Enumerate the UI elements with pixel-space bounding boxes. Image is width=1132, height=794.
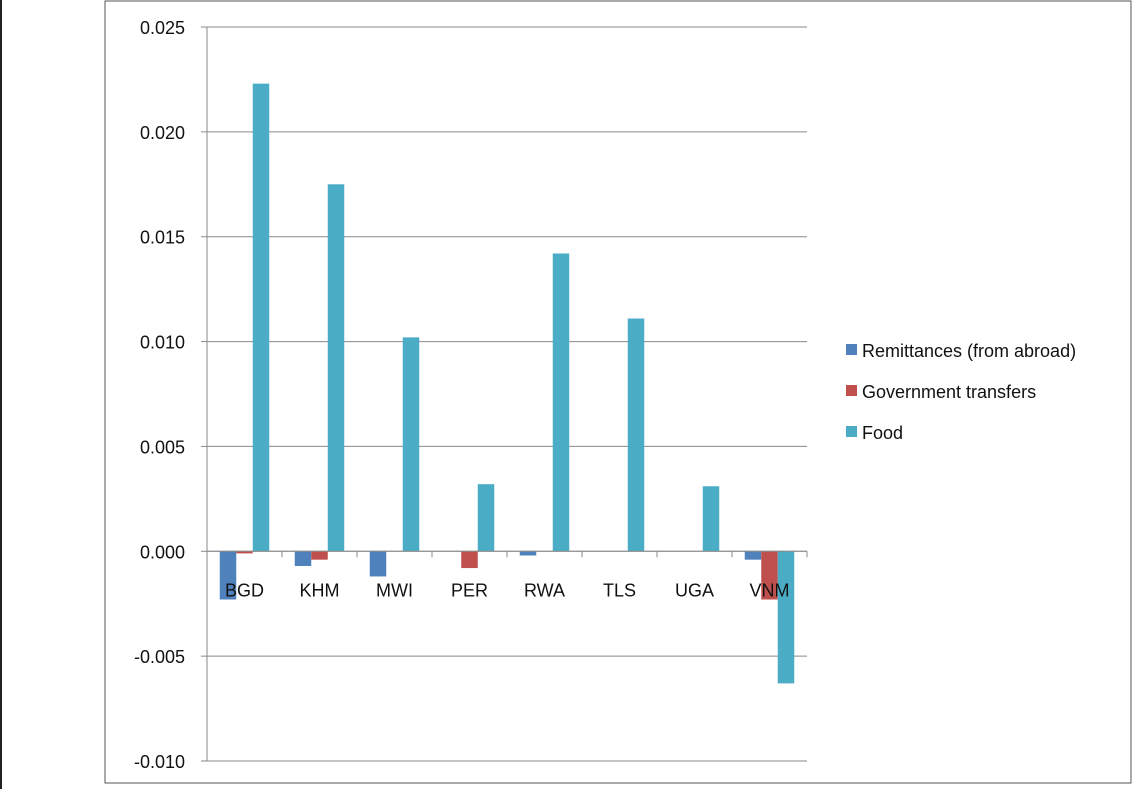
bar-khm-1 xyxy=(311,551,328,560)
y-tick-label: 0.020 xyxy=(140,123,185,143)
bars xyxy=(219,83,795,684)
y-tick-label: 0.005 xyxy=(140,437,185,457)
y-tick-labels: 0.025 0.020 0.015 0.010 0.005 0.000 -0.005 -0.0… xyxy=(134,18,185,772)
bar-tls-2 xyxy=(627,318,645,552)
bar-vnm-1 xyxy=(761,551,778,600)
x-tick-label: VNM xyxy=(750,580,790,600)
bar-bgd-1 xyxy=(236,551,253,554)
bar-vnm-2 xyxy=(777,551,795,684)
bar-uga-2 xyxy=(702,486,720,552)
legend: Remittances (from abroad) Government tran… xyxy=(846,341,1076,443)
legend-swatch xyxy=(846,426,857,437)
y-tick-label: 0.000 xyxy=(140,542,185,562)
bar-khm-2 xyxy=(327,184,345,552)
bar-bgd-0 xyxy=(219,551,237,600)
bar-mwi-0 xyxy=(369,551,387,577)
x-tick-label: BGD xyxy=(225,580,264,600)
legend-swatch xyxy=(846,344,857,355)
gridlines xyxy=(207,26,807,762)
bar-rwa-2 xyxy=(552,253,570,552)
bar-per-2 xyxy=(477,484,495,552)
y-tick-label: -0.010 xyxy=(134,752,185,772)
legend-label: Food xyxy=(862,423,903,443)
axes xyxy=(201,26,808,762)
x-tick-label: KHM xyxy=(300,580,340,600)
x-tick-label: UGA xyxy=(675,580,714,600)
chart-border xyxy=(104,0,1132,784)
bar-mwi-2 xyxy=(402,337,420,552)
bar-per-1 xyxy=(461,551,478,569)
legend-swatch xyxy=(846,385,857,396)
x-tick-label: MWI xyxy=(376,580,413,600)
legend-label: Remittances (from abroad) xyxy=(862,341,1076,361)
x-tick-label: PER xyxy=(451,580,488,600)
y-tick-label: -0.005 xyxy=(134,647,185,667)
y-tick-label: 0.010 xyxy=(140,333,185,353)
x-tick-labels: BGD KHM MWI PER RWA TLS UGA VNM xyxy=(225,580,790,600)
legend-label: Government transfers xyxy=(862,382,1036,402)
bar-bgd-2 xyxy=(252,83,270,552)
x-tick-label: TLS xyxy=(603,580,636,600)
y-tick-label: 0.015 xyxy=(140,228,185,248)
x-tick-label: RWA xyxy=(524,580,565,600)
bar-vnm-0 xyxy=(744,551,762,560)
y-tick-label: 0.025 xyxy=(140,18,185,38)
bar-rwa-0 xyxy=(519,551,537,556)
bar-khm-0 xyxy=(294,551,312,566)
